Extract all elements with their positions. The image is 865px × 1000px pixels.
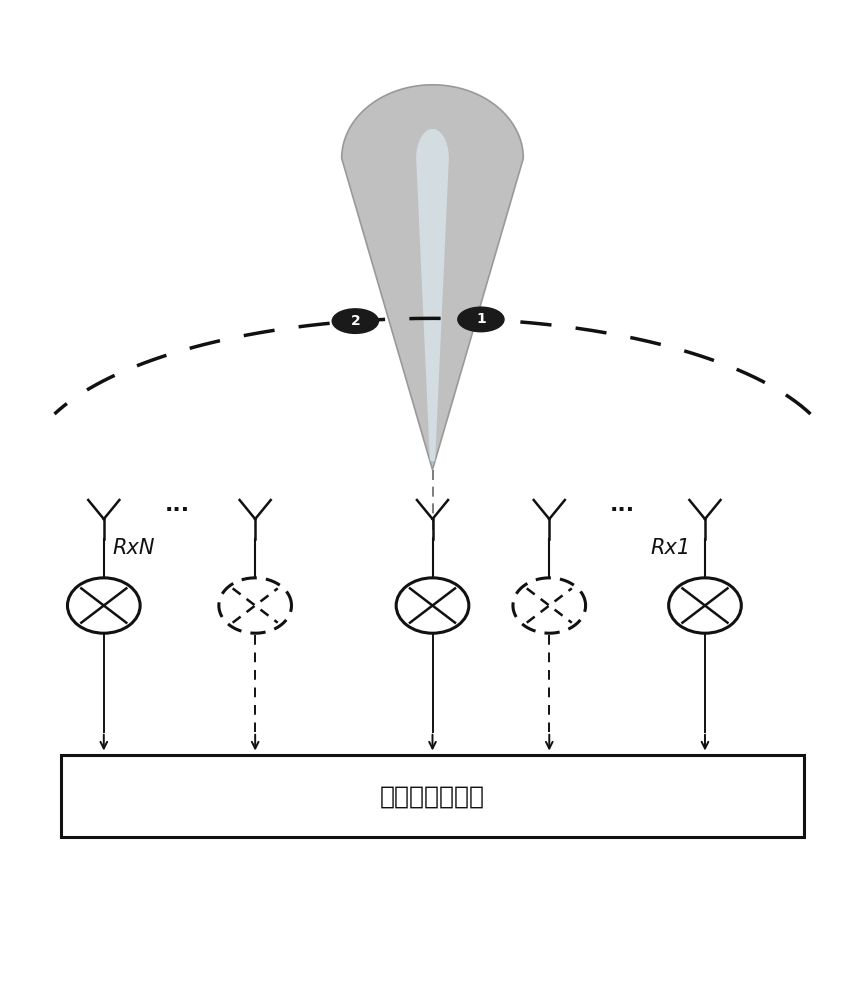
Text: ···: ··· <box>610 500 636 520</box>
Text: ···: ··· <box>164 500 190 520</box>
Text: RxN: RxN <box>112 538 156 558</box>
Text: 1: 1 <box>476 312 486 326</box>
Text: Rx1: Rx1 <box>650 538 690 558</box>
Ellipse shape <box>457 306 504 332</box>
Ellipse shape <box>396 578 469 633</box>
Text: 2: 2 <box>350 314 360 328</box>
Polygon shape <box>342 85 523 470</box>
Text: 目标检测与测向: 目标检测与测向 <box>380 784 485 808</box>
Ellipse shape <box>67 578 140 633</box>
Ellipse shape <box>331 308 379 334</box>
Bar <box>61 755 804 837</box>
Polygon shape <box>416 129 449 461</box>
Ellipse shape <box>669 578 741 633</box>
